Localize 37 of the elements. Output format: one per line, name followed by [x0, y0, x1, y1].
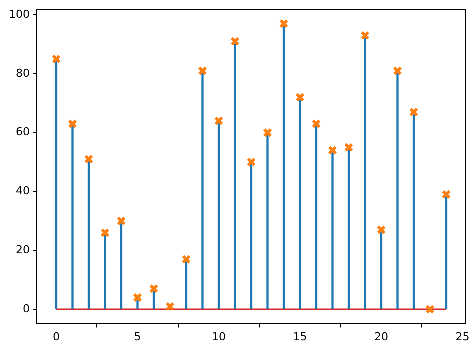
point [393, 66, 402, 76]
point [149, 284, 159, 294]
point [312, 119, 322, 129]
point [230, 36, 240, 46]
point [409, 108, 419, 117]
point [116, 216, 126, 226]
x-tick-label: 0 [52, 330, 60, 344]
point [376, 225, 386, 235]
point [442, 190, 452, 200]
point [52, 54, 62, 64]
point [344, 142, 354, 152]
point [360, 30, 370, 40]
x-tick-label: 5 [134, 330, 142, 344]
y-tick-label: 20 [16, 243, 30, 256]
point [426, 304, 435, 314]
point [296, 92, 305, 102]
point [246, 158, 256, 167]
point [328, 146, 338, 156]
x-tick-label: 10 [212, 330, 226, 344]
point [133, 293, 142, 302]
point [166, 302, 175, 312]
point [84, 154, 94, 164]
point [279, 19, 289, 29]
y-tick-label: 80 [16, 66, 30, 80]
x-tick-label: 20 [374, 330, 388, 344]
y-tick-label: 40 [16, 184, 30, 198]
x-tick-label: 15 [293, 330, 308, 344]
point [68, 119, 78, 129]
y-tick-label: 0 [22, 302, 30, 316]
y-tick-label: 60 [16, 126, 30, 139]
x-tick-label: 25 [456, 330, 470, 344]
point [214, 116, 224, 126]
point [182, 254, 192, 264]
point [100, 228, 110, 238]
y-tick-label: 100 [8, 8, 30, 21]
point [198, 66, 208, 76]
point [263, 128, 272, 138]
